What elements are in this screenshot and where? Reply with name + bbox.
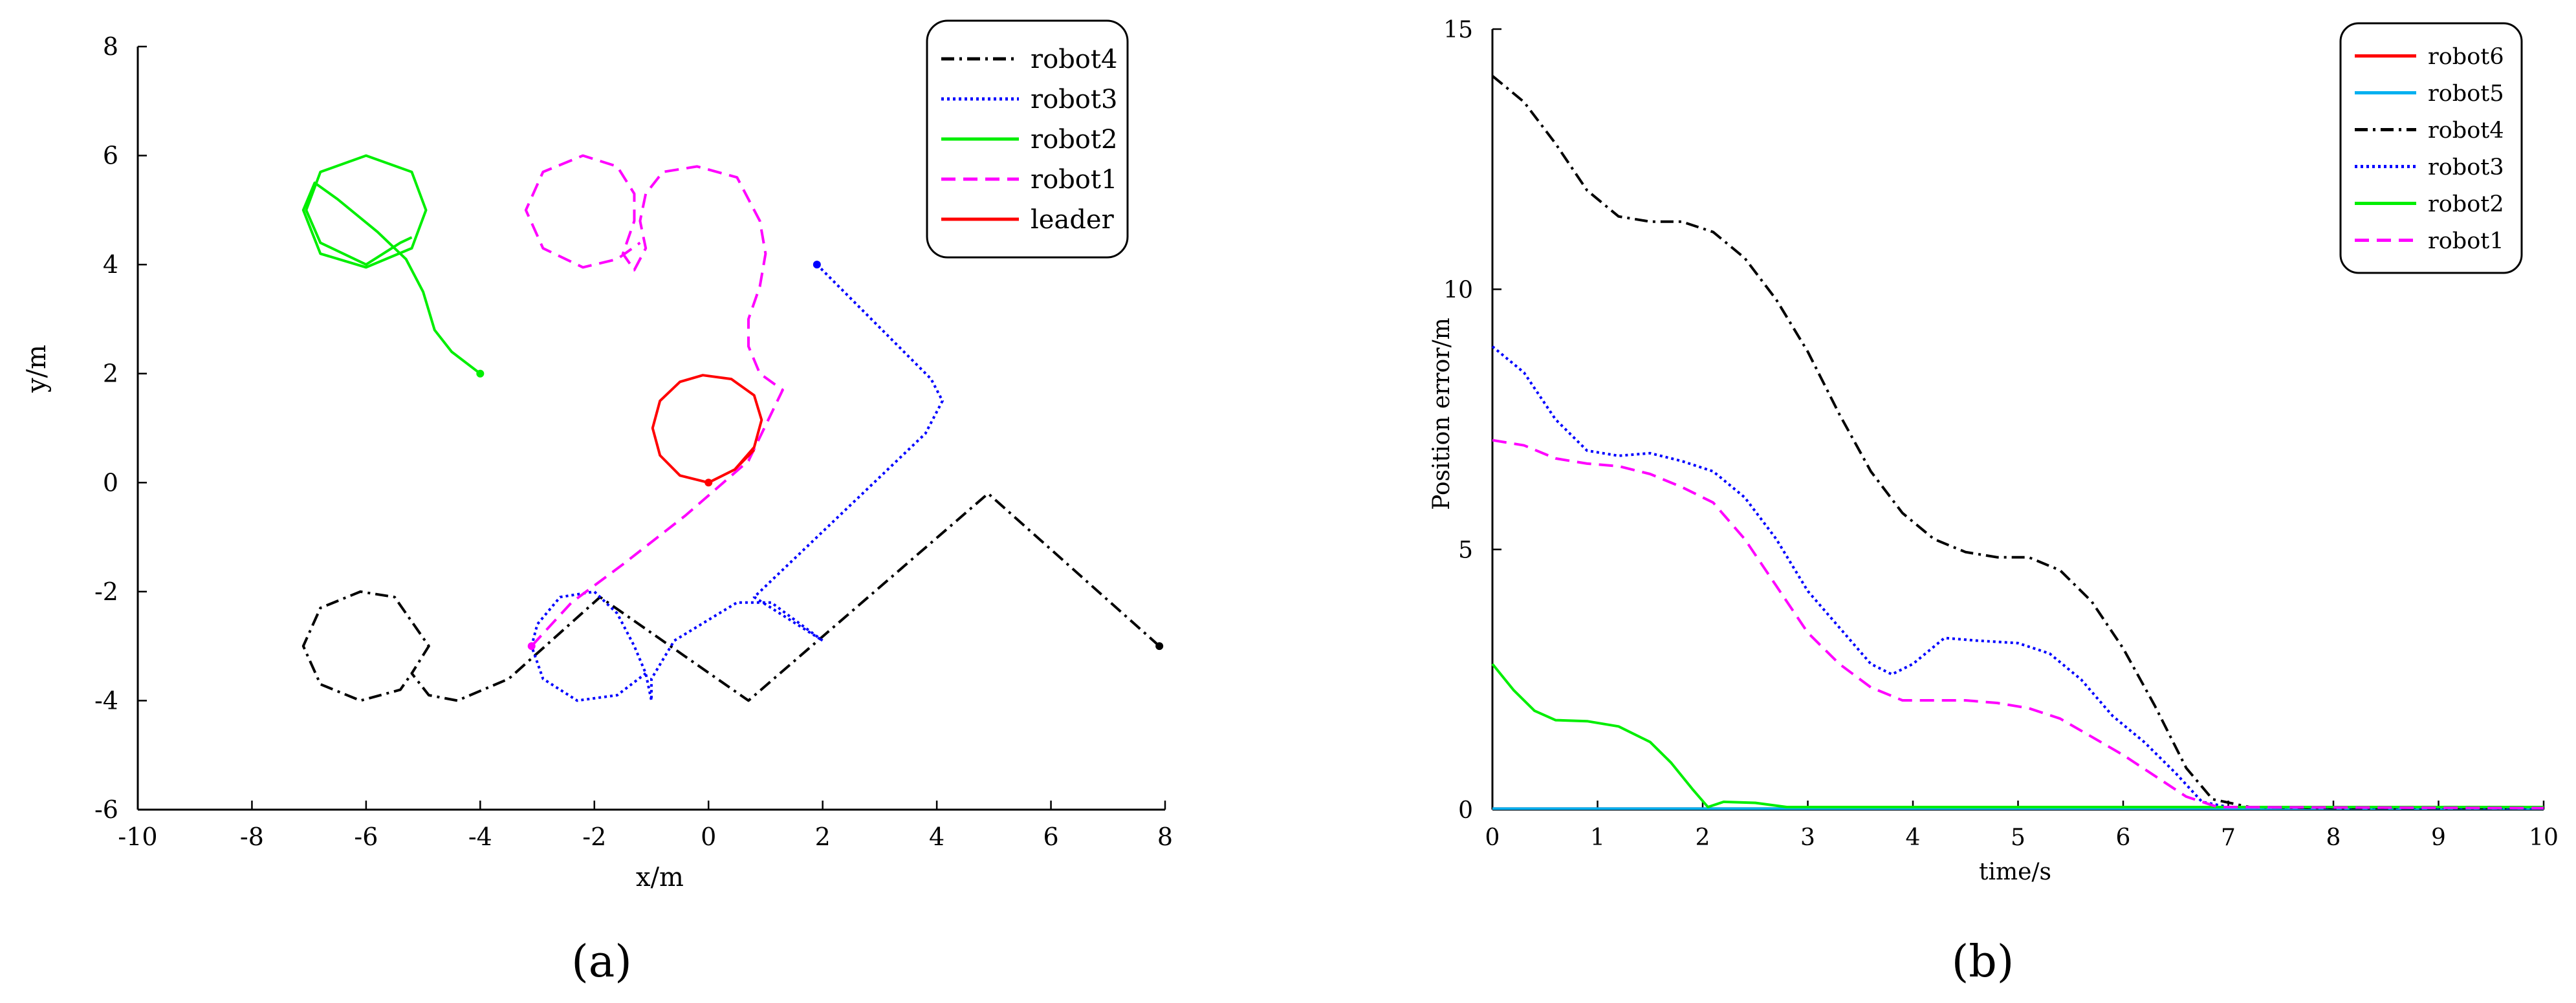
- legend-label-robot1: robot1: [2428, 228, 2504, 254]
- x-tick-label: 3: [1800, 825, 1815, 851]
- y-tick-label: -2: [94, 577, 118, 606]
- x-tick-label: 0: [701, 823, 716, 851]
- series-line-leader: [651, 374, 763, 484]
- x-tick-label: 2: [1696, 825, 1710, 851]
- x-tick-label: 9: [2431, 825, 2446, 851]
- y-axis-label-b: Position error/m: [1428, 318, 1455, 510]
- series-start-marker-leader: [704, 479, 713, 487]
- x-tick-label: 10: [2529, 825, 2559, 851]
- x-tick-label: 6: [1043, 823, 1058, 851]
- x-tick-label: 2: [815, 823, 831, 851]
- axis-ticks-a: -10 -8 -6 -4 -2 0 2 4 6 8 -6 -4 -2 0 2 4 6 8: [94, 32, 1173, 851]
- y-tick-label: 0: [1458, 797, 1473, 824]
- legend-label-robot2: robot2: [2428, 191, 2504, 217]
- legend-label-robot6: robot6: [2428, 44, 2504, 70]
- x-tick-label: 6: [2116, 825, 2131, 851]
- x-tick-label: -10: [118, 823, 157, 851]
- legend-label-robot3: robot3: [1031, 85, 1117, 114]
- series-line-robot1: [524, 154, 784, 647]
- panel-label-a: (a): [571, 936, 632, 987]
- y-tick-label: 6: [103, 142, 118, 170]
- x-axis-label-b: time/s: [1979, 859, 2051, 885]
- legend-box: [926, 19, 1129, 259]
- y-tick-label: 2: [103, 360, 118, 388]
- series-start-marker-robot2: [476, 369, 485, 378]
- x-tick-label: 7: [2221, 825, 2236, 851]
- y-axis-label-a: y/m: [22, 345, 52, 393]
- x-tick-label: 8: [1157, 823, 1173, 851]
- x-tick-label: 4: [1906, 825, 1921, 851]
- legend-label-robot3: robot3: [2428, 155, 2504, 180]
- y-tick-label: 10: [1443, 277, 1473, 303]
- series-line-robot2: [1491, 663, 2544, 808]
- series-line-robot4: [1491, 74, 2544, 810]
- y-tick-label: 0: [103, 468, 118, 497]
- x-tick-label: 1: [1590, 825, 1605, 851]
- x-tick-label: -4: [468, 823, 492, 851]
- legend-label-robot4: robot4: [1031, 45, 1117, 74]
- legend-label-leader: leader: [1031, 205, 1115, 235]
- series-group-b: [1491, 74, 2544, 810]
- series-line-robot2: [301, 154, 481, 375]
- series-start-marker-robot3: [813, 261, 821, 269]
- series-start-marker-robot4: [1155, 642, 1164, 651]
- panel-label-b: (b): [1952, 936, 2014, 987]
- x-tick-label: 5: [2011, 825, 2025, 851]
- y-tick-label: 8: [103, 32, 118, 61]
- axis-ticks-b: 0 1 2 3 4 5 6 7 8 9 10 0 5 10 15: [1443, 17, 2559, 851]
- x-tick-label: -8: [240, 823, 264, 851]
- series-line-robot1: [1492, 438, 2544, 810]
- series-start-marker-robot1: [527, 642, 536, 651]
- legend-label-robot4: robot4: [2428, 118, 2504, 144]
- y-tick-label: 5: [1458, 537, 1473, 564]
- series-line-robot3: [530, 263, 944, 702]
- legend-label-robot2: robot2: [1031, 125, 1117, 155]
- axes-a: [136, 47, 1165, 811]
- legend-label-robot1: robot1: [1031, 165, 1117, 195]
- x-tick-label: 0: [1485, 825, 1500, 851]
- x-tick-label: -6: [354, 823, 378, 851]
- legend-box: [2339, 22, 2523, 274]
- legend-label-robot5: robot5: [2428, 81, 2504, 107]
- y-tick-label: -4: [94, 686, 118, 715]
- y-tick-label: -6: [94, 795, 118, 824]
- y-tick-label: 15: [1443, 17, 1473, 43]
- series-group-a: [301, 154, 1164, 702]
- legend-b: robot6 robot5 robot4 robot3 robot2 robot1: [2339, 22, 2523, 274]
- series-line-robot4: [301, 492, 1161, 702]
- y-tick-label: 4: [103, 250, 118, 279]
- legend-a: robot4 robot3 robot2 robot1 leader: [926, 19, 1129, 259]
- x-axis-label-a: x/m: [636, 863, 684, 892]
- x-tick-label: 8: [2326, 825, 2341, 851]
- x-tick-label: -2: [582, 823, 606, 851]
- chart-panel-a: -10 -8 -6 -4 -2 0 2 4 6 8 -6 -4 -2 0 2 4 6 8 robot4 robot3…: [22, 19, 1173, 987]
- series-line-robot3: [1491, 345, 2544, 810]
- x-tick-label: 4: [929, 823, 944, 851]
